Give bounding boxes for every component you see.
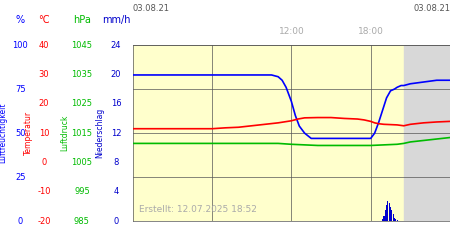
Text: 1035: 1035 <box>72 70 92 79</box>
Text: 985: 985 <box>74 217 90 226</box>
Text: 30: 30 <box>39 70 50 79</box>
Text: 1015: 1015 <box>72 129 92 138</box>
Text: 25: 25 <box>15 173 26 182</box>
Text: 0: 0 <box>113 217 119 226</box>
Text: 40: 40 <box>39 40 50 50</box>
Bar <box>391 210 392 221</box>
Text: Luftfeuchtigkeit: Luftfeuchtigkeit <box>0 103 8 164</box>
Text: °C: °C <box>38 15 50 25</box>
Text: mm/h: mm/h <box>102 15 130 25</box>
Bar <box>386 205 387 221</box>
Text: -20: -20 <box>37 217 51 226</box>
Text: 0: 0 <box>18 217 23 226</box>
Text: 03.08.21: 03.08.21 <box>133 4 170 13</box>
Bar <box>389 203 390 221</box>
Text: 8: 8 <box>113 158 119 167</box>
Bar <box>396 220 398 221</box>
Text: %: % <box>16 15 25 25</box>
Text: Luftdruck: Luftdruck <box>60 115 69 151</box>
Text: 16: 16 <box>111 99 122 108</box>
Text: hPa: hPa <box>73 15 91 25</box>
Text: 12:00: 12:00 <box>279 27 304 36</box>
Text: 1005: 1005 <box>72 158 92 167</box>
Text: 10: 10 <box>39 129 50 138</box>
Bar <box>387 201 388 221</box>
Bar <box>383 216 384 221</box>
Text: 12: 12 <box>111 129 122 138</box>
Text: 20: 20 <box>39 99 50 108</box>
Text: -10: -10 <box>37 188 51 196</box>
Text: 20: 20 <box>111 70 122 79</box>
Text: 1025: 1025 <box>72 99 92 108</box>
Text: 995: 995 <box>74 188 90 196</box>
Text: Niederschlag: Niederschlag <box>95 108 104 158</box>
Text: 100: 100 <box>13 40 28 50</box>
Text: 4: 4 <box>113 188 119 196</box>
Text: 18:00: 18:00 <box>358 27 383 36</box>
Bar <box>395 220 396 221</box>
Bar <box>404 45 450 221</box>
Bar <box>392 214 394 221</box>
Text: 0: 0 <box>41 158 47 167</box>
Bar <box>394 218 395 221</box>
Bar <box>385 210 386 221</box>
Text: Temperatur: Temperatur <box>24 111 33 155</box>
Text: 24: 24 <box>111 40 122 50</box>
Bar <box>390 206 391 221</box>
Text: 1045: 1045 <box>72 40 92 50</box>
Text: 75: 75 <box>15 84 26 94</box>
Text: 03.08.21: 03.08.21 <box>413 4 450 13</box>
Text: 50: 50 <box>15 129 26 138</box>
Text: Erstellt: 12.07.2025 18:52: Erstellt: 12.07.2025 18:52 <box>139 205 257 214</box>
Bar <box>382 220 383 221</box>
